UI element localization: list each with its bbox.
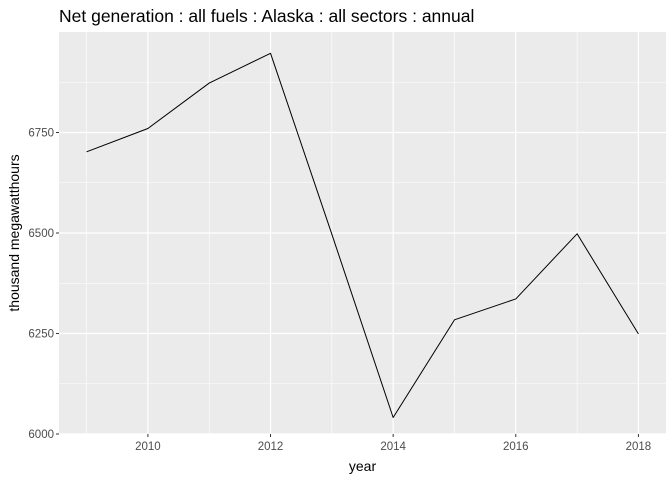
y-tick-label: 6000 — [28, 429, 54, 441]
x-axis-title: year — [349, 458, 377, 474]
series-line — [86, 52, 639, 419]
y-tick-label: 6750 — [28, 128, 54, 140]
y-tick-label: 6250 — [28, 329, 54, 341]
y-axis-title: thousand megawatthours — [6, 154, 22, 311]
x-tick-label: 2014 — [380, 441, 406, 453]
major-gridlines — [59, 32, 666, 435]
series-layer — [86, 52, 639, 419]
x-tick-label: 2010 — [135, 441, 161, 453]
x-tick-label: 2016 — [503, 441, 529, 453]
x-tick-label: 2018 — [626, 441, 652, 453]
chart-title: Net generation : all fuels : Alaska : al… — [59, 6, 474, 26]
y-axis: 6000 6250 6500 6750 — [28, 128, 59, 441]
y-tick-label: 6500 — [28, 228, 54, 240]
x-axis: 2010 2012 2014 2016 2018 — [135, 434, 651, 453]
x-tick-label: 2012 — [258, 441, 284, 453]
